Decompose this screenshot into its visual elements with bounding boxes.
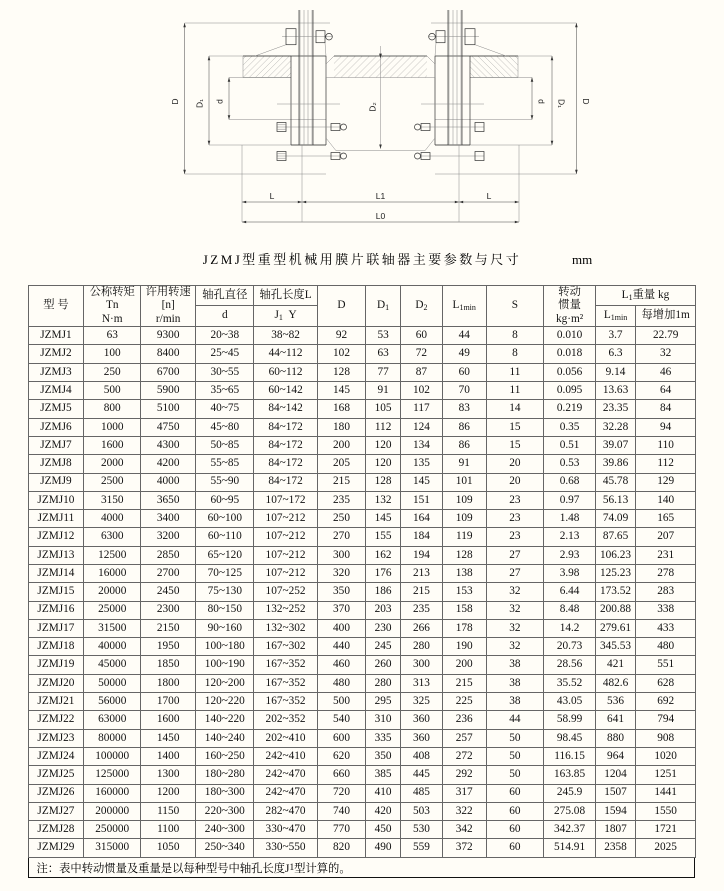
svg-text:d: d xyxy=(537,99,547,104)
svg-text:D₁: D₁ xyxy=(557,99,567,108)
svg-text:L0: L0 xyxy=(376,211,386,221)
svg-text:D₁: D₁ xyxy=(195,99,205,108)
svg-text:L: L xyxy=(487,191,492,201)
svg-text:L1: L1 xyxy=(376,191,386,201)
svg-text:D: D xyxy=(170,98,180,104)
svg-text:d: d xyxy=(215,99,225,104)
svg-text:D₂: D₂ xyxy=(368,102,378,111)
svg-text:L: L xyxy=(270,191,275,201)
svg-text:D: D xyxy=(581,98,591,104)
